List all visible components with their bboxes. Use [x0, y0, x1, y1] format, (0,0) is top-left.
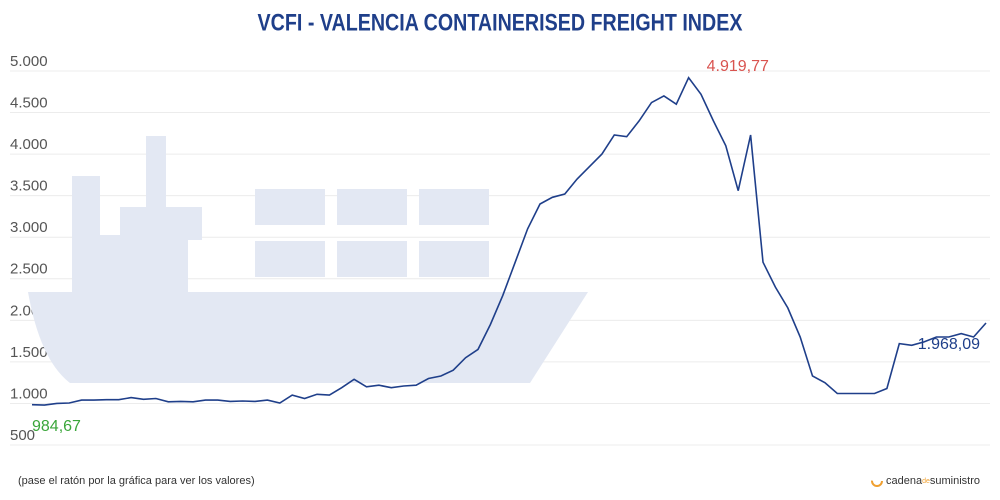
- plot: 984,67 4.919,77 1.968,09: [31, 58, 987, 435]
- value-label: 1.968,09: [918, 336, 980, 353]
- value-label: 4.919,77: [707, 58, 769, 75]
- series-line: [31, 76, 987, 406]
- hint-note: (pase el ratón por la gráfica para ver l…: [18, 475, 255, 487]
- y-tick-label: 1.500: [10, 344, 48, 361]
- y-tick-label: 500: [10, 427, 35, 444]
- y-tick-label: 4.000: [10, 136, 48, 153]
- chart-title: VCFI - VALENCIA CONTAINERISED FREIGHT IN…: [258, 8, 743, 35]
- y-tick-label: 2.500: [10, 261, 48, 278]
- logo: cadenadesuministro: [886, 475, 980, 487]
- y-tick-label: 4.500: [10, 95, 48, 112]
- logo-icon: [871, 475, 883, 487]
- y-tick-label: 3.500: [10, 178, 48, 195]
- ship-decoration: [28, 136, 588, 383]
- value-label: 984,67: [32, 418, 81, 435]
- y-tick-label: 1.000: [10, 385, 48, 402]
- y-tick-label: 3.000: [10, 219, 48, 236]
- y-tick-label: 5.000: [10, 53, 48, 70]
